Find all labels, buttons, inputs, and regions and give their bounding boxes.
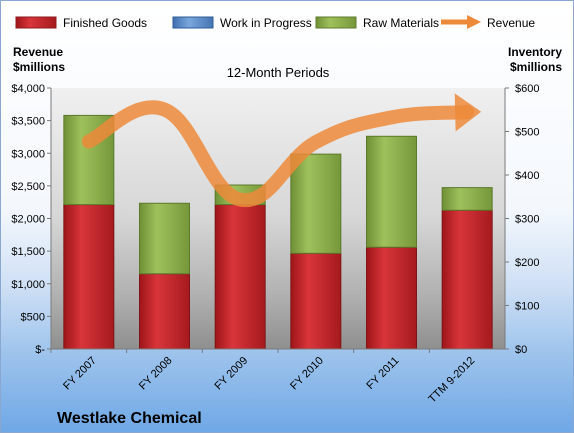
bars-layer <box>63 114 493 350</box>
legend-label-revenue: Revenue <box>487 16 535 30</box>
chart-subtitle: 12-Month Periods <box>227 65 330 80</box>
legend: Finished Goods Work in Progress Raw Mate… <box>15 15 535 30</box>
company-name: Westlake Chemical <box>57 410 202 427</box>
bar-finished-goods-fy-2009 <box>214 204 266 350</box>
right-axis-title-line1: Inventory <box>508 45 562 59</box>
revenue-line-layer <box>81 93 482 208</box>
legend-swatch-work-in-progress <box>172 16 214 29</box>
category-label-fy-2008: FY 2008 <box>137 355 175 393</box>
left-axis-title-line2: $millions <box>13 60 65 74</box>
bar-raw-materials-fy-2007 <box>63 114 115 206</box>
left-tick-label: $1,000 <box>11 279 45 291</box>
left-tick-label: $500 <box>21 311 45 323</box>
revenue-line-arrowhead <box>454 93 482 132</box>
bar-raw-materials-ttm-9-2012 <box>441 187 493 211</box>
right-tick-label: $400 <box>515 170 539 182</box>
legend-swatch-finished-goods <box>15 16 57 29</box>
bar-raw-materials-fy-2008 <box>139 202 190 275</box>
legend-label-finished-goods: Finished Goods <box>63 16 147 30</box>
bar-finished-goods-fy-2011 <box>366 246 417 350</box>
left-tick-label: $1,500 <box>11 246 45 258</box>
left-tick-label: $- <box>35 344 45 356</box>
category-label-fy-2011: FY 2011 <box>364 355 401 392</box>
bar-raw-materials-fy-2010 <box>290 153 342 254</box>
right-tick-label: $200 <box>515 257 539 269</box>
left-tick-label: $4,000 <box>11 83 45 95</box>
category-label-ttm-9-2012: TTM 9-2012 <box>426 355 477 406</box>
bar-finished-goods-ttm-9-2012 <box>441 209 493 350</box>
legend-swatch-raw-materials <box>315 16 357 29</box>
category-label-fy-2009: FY 2009 <box>213 355 251 393</box>
right-tick-label: $600 <box>515 83 539 95</box>
right-tick-label: $500 <box>515 127 539 139</box>
left-tick-label: $3,500 <box>11 116 45 128</box>
legend-label-work-in-progress: Work in Progress <box>220 16 312 30</box>
left-axis-title-line1: Revenue <box>13 45 63 59</box>
right-tick-label: $300 <box>515 214 539 226</box>
right-tick-label: $100 <box>515 301 539 313</box>
bar-finished-goods-fy-2007 <box>63 204 115 350</box>
legend-arrow-revenue <box>467 15 481 29</box>
left-tick-label: $2,000 <box>11 214 45 226</box>
bar-finished-goods-fy-2010 <box>290 252 342 350</box>
bar-finished-goods-fy-2008 <box>139 273 190 350</box>
category-label-fy-2010: FY 2010 <box>288 355 326 393</box>
right-tick-label: $0 <box>515 344 527 356</box>
bar-raw-materials-fy-2011 <box>366 135 417 248</box>
plot-area <box>51 88 505 349</box>
category-label-fy-2007: FY 2007 <box>61 355 99 393</box>
left-tick-label: $2,500 <box>11 181 45 193</box>
right-axis-title-line2: $millions <box>510 60 562 74</box>
revenue-line <box>81 100 475 208</box>
legend-label-raw-materials: Raw Materials <box>363 16 439 30</box>
left-tick-label: $3,000 <box>11 148 45 160</box>
